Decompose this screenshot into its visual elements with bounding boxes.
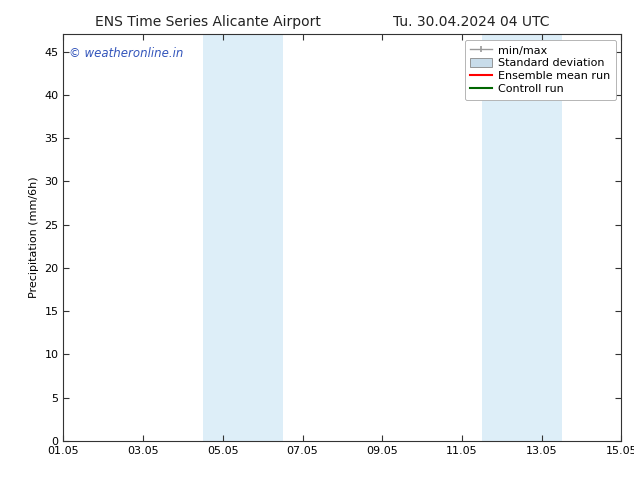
Text: © weatheronline.in: © weatheronline.in [69, 47, 183, 59]
Bar [482, 34, 562, 441]
Bar [203, 34, 283, 441]
Text: Tu. 30.04.2024 04 UTC: Tu. 30.04.2024 04 UTC [393, 15, 550, 29]
Legend: min/max, Standard deviation, Ensemble mean run, Controll run: min/max, Standard deviation, Ensemble me… [465, 40, 616, 100]
Y-axis label: Precipitation (mm/6h): Precipitation (mm/6h) [29, 177, 39, 298]
Text: ENS Time Series Alicante Airport: ENS Time Series Alicante Airport [95, 15, 321, 29]
